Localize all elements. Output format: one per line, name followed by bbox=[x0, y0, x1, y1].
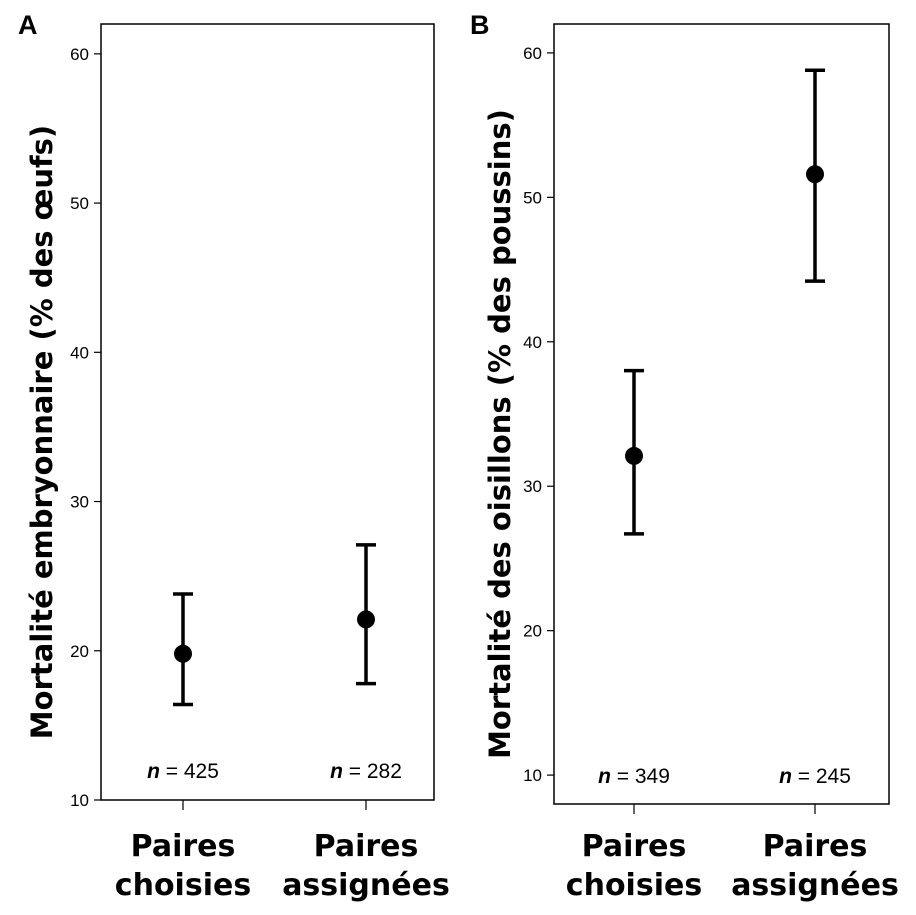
y-tick-label: 20 bbox=[523, 622, 542, 641]
sample-size-label: n = 349 bbox=[598, 765, 670, 788]
panel-a: A 10 20 30 40 50 60 Mortalité embryonnaire (% d… bbox=[18, 10, 450, 903]
sample-size-value: 349 bbox=[635, 765, 670, 788]
sample-size-symbol: n bbox=[330, 760, 343, 783]
y-tick-label: 10 bbox=[70, 791, 89, 810]
x-category-label-line2: assignées bbox=[731, 868, 899, 903]
sample-size-label: n = 282 bbox=[330, 760, 402, 783]
y-axis-title: Mortalité embryonnaire (% des œufs) bbox=[25, 125, 59, 739]
x-category-label-line1: Paires bbox=[763, 829, 868, 864]
y-tick-label: 40 bbox=[523, 333, 542, 352]
sample-size-symbol: n bbox=[598, 765, 611, 788]
y-tick-label: 20 bbox=[70, 642, 89, 661]
y-tick-label: 30 bbox=[70, 493, 89, 512]
plot-frame bbox=[553, 23, 890, 805]
x-category-label-line2: assignées bbox=[282, 868, 450, 903]
data-point bbox=[625, 446, 643, 465]
data-point bbox=[174, 644, 192, 663]
y-tick-label: 30 bbox=[523, 477, 542, 496]
sample-size-equals: = bbox=[792, 765, 816, 788]
sample-size-value: 425 bbox=[184, 760, 219, 783]
y-axis-title: Mortalité des oisillons (% des poussins) bbox=[483, 109, 517, 759]
y-tick-label: 40 bbox=[70, 343, 89, 362]
sample-size-equals: = bbox=[160, 760, 184, 783]
sample-size-label: n = 245 bbox=[779, 765, 851, 788]
y-tick-label: 50 bbox=[523, 188, 542, 207]
y-tick-label: 60 bbox=[70, 45, 89, 64]
sample-size-symbol: n bbox=[779, 765, 792, 788]
sample-size-equals: = bbox=[611, 765, 635, 788]
panel-letter: A bbox=[18, 10, 38, 40]
sample-size-symbol: n bbox=[147, 760, 160, 783]
plot-frame bbox=[100, 23, 435, 801]
y-tick-label: 50 bbox=[70, 194, 89, 213]
x-category-label-line2: choisies bbox=[566, 868, 702, 903]
sample-size-equals: = bbox=[343, 760, 367, 783]
sample-size-value: 245 bbox=[816, 765, 851, 788]
y-tick-label: 60 bbox=[523, 44, 542, 63]
x-category-label-line1: Paires bbox=[314, 829, 419, 864]
x-category-label-line1: Paires bbox=[131, 829, 236, 864]
sample-size-value: 282 bbox=[367, 760, 402, 783]
y-tick-label: 10 bbox=[523, 766, 542, 785]
data-point bbox=[357, 610, 375, 629]
panel-letter: B bbox=[470, 10, 490, 40]
panel-b: B 10 20 30 40 50 60 Mortalité des oisillons (% … bbox=[470, 10, 899, 903]
x-category-label-line2: choisies bbox=[115, 868, 251, 903]
data-point bbox=[806, 165, 824, 184]
sample-size-label: n = 425 bbox=[147, 760, 219, 783]
x-category-label-line1: Paires bbox=[582, 829, 687, 864]
